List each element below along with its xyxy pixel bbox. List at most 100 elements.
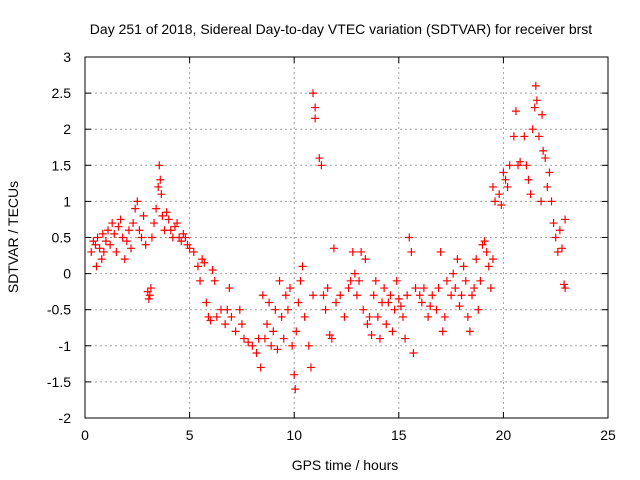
data-point — [355, 276, 364, 285]
x-tick-label: 0 — [81, 427, 89, 443]
y-tick-label: 1.5 — [52, 157, 72, 173]
data-point — [499, 168, 508, 177]
data-point — [549, 219, 558, 228]
data-point — [537, 197, 546, 206]
data-point — [547, 197, 556, 206]
data-points — [87, 81, 570, 394]
data-point — [212, 312, 221, 321]
data-point — [486, 284, 495, 293]
data-point — [426, 302, 435, 311]
data-point — [350, 269, 359, 278]
data-point — [265, 298, 274, 307]
data-point — [560, 280, 569, 289]
data-point — [384, 298, 393, 307]
data-point — [189, 247, 198, 256]
data-point — [279, 334, 288, 343]
data-point — [309, 89, 318, 98]
chart-title: Day 251 of 2018, Sidereal Day-to-day VTE… — [90, 21, 592, 37]
data-point — [127, 244, 136, 253]
data-point — [346, 276, 355, 285]
data-point — [396, 302, 405, 311]
data-point — [417, 298, 426, 307]
data-point — [87, 247, 96, 256]
data-point — [531, 81, 540, 90]
data-point — [154, 182, 163, 191]
data-point — [329, 244, 338, 253]
x-tick-label: 10 — [286, 427, 302, 443]
data-point — [269, 327, 278, 336]
data-point — [304, 341, 313, 350]
data-point — [281, 291, 290, 300]
data-point — [237, 320, 246, 329]
data-point — [173, 219, 182, 228]
data-point — [491, 197, 500, 206]
data-point — [225, 284, 234, 293]
data-point — [394, 294, 403, 303]
data-point — [432, 305, 441, 314]
y-axis-label: SDTVAR / TECUs — [5, 181, 21, 293]
y-tick-label: -0.5 — [47, 302, 71, 318]
data-point — [472, 255, 481, 264]
data-point — [110, 229, 119, 238]
data-point — [424, 312, 433, 321]
data-point — [135, 226, 144, 235]
data-point — [436, 247, 445, 256]
data-point — [108, 219, 117, 228]
data-point — [539, 146, 548, 155]
data-point — [495, 190, 504, 199]
data-point — [275, 276, 284, 285]
data-point — [440, 312, 449, 321]
data-point — [286, 284, 295, 293]
data-point — [141, 240, 150, 249]
data-point — [99, 247, 108, 256]
data-point — [497, 201, 506, 210]
data-point — [231, 327, 240, 336]
data-point — [131, 204, 140, 213]
data-point — [388, 327, 397, 336]
data-point — [401, 334, 410, 343]
data-point — [520, 132, 529, 141]
axis-ticks — [84, 56, 609, 419]
data-point — [309, 291, 318, 300]
data-point — [509, 132, 518, 141]
y-tick-label: -1 — [59, 338, 72, 354]
data-point — [538, 110, 547, 119]
data-point — [116, 215, 125, 224]
data-point — [359, 305, 368, 314]
y-tick-label: -2 — [59, 410, 72, 426]
data-point — [561, 284, 570, 293]
data-point — [235, 305, 244, 314]
data-point — [315, 154, 324, 163]
data-point — [382, 320, 391, 329]
y-tick-label: 2.5 — [52, 85, 72, 101]
data-point — [177, 237, 186, 246]
data-point — [534, 132, 543, 141]
data-point — [166, 226, 175, 235]
data-point — [411, 284, 420, 293]
data-point — [528, 125, 537, 134]
data-point — [474, 305, 483, 314]
data-point — [371, 276, 380, 285]
data-point — [545, 168, 554, 177]
data-point — [92, 262, 101, 271]
data-point — [461, 276, 470, 285]
data-point — [336, 291, 345, 300]
data-point — [415, 291, 424, 300]
data-point — [223, 305, 232, 314]
data-point — [327, 334, 336, 343]
data-point — [248, 341, 257, 350]
data-point — [227, 312, 236, 321]
data-point — [263, 320, 272, 329]
data-point — [306, 363, 315, 372]
data-point — [164, 215, 173, 224]
x-tick-label: 25 — [600, 427, 616, 443]
data-point — [348, 247, 357, 256]
data-point — [522, 161, 531, 170]
data-point — [146, 284, 155, 293]
data-point — [463, 312, 472, 321]
data-point — [449, 269, 458, 278]
data-point — [260, 334, 269, 343]
data-point — [288, 341, 297, 350]
data-point — [158, 211, 167, 220]
